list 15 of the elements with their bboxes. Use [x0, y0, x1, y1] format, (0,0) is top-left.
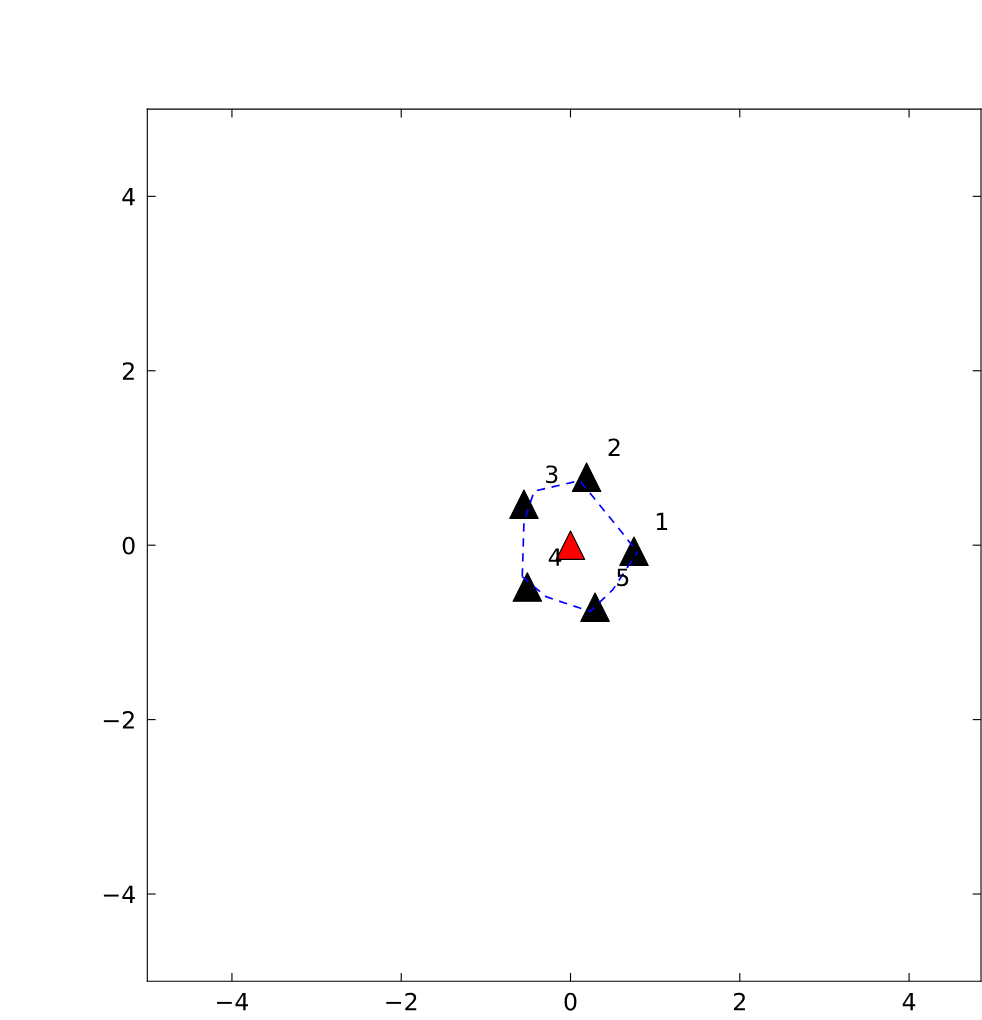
x-tick-label: 4 — [902, 993, 916, 1011]
x-tick-label: −2 — [386, 992, 417, 1011]
x-tick-label: 2 — [734, 992, 745, 1011]
y-tick-label: 2 — [122, 362, 134, 380]
annotation: 5 — [617, 568, 629, 587]
y-tick-label: 0 — [122, 536, 135, 555]
annotation: 2 — [608, 438, 620, 456]
y-tick-label: 4 — [122, 188, 135, 206]
x-tick-label: −4 — [217, 993, 249, 1011]
y-tick-label: −4 — [103, 885, 135, 903]
x-tick-label: 0 — [564, 992, 577, 1011]
annotation: 3 — [546, 465, 558, 484]
y-tick-label: −2 — [103, 711, 134, 729]
annotation: 1 — [656, 512, 668, 531]
annotation: 4 — [548, 548, 562, 566]
